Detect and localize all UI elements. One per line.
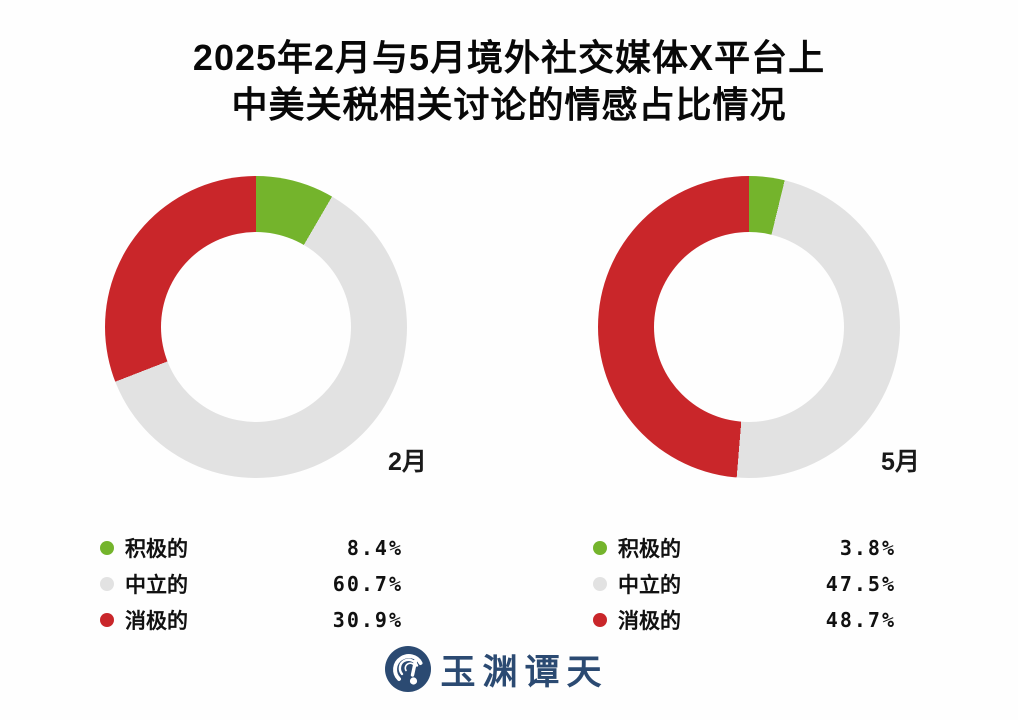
page-title: 2025年2月与5月境外社交媒体X平台上 中美关税相关讨论的情感占比情况	[0, 34, 1018, 128]
positive-dot-icon	[100, 541, 114, 555]
positive-dot-icon	[593, 541, 607, 555]
legend-value: 30.9%	[332, 608, 403, 632]
donut-chart-february: 2月 积极的 8.4% 中立的 60.7% 消极的 30.9%	[80, 160, 450, 650]
month-label-february: 2月	[388, 448, 427, 476]
legend-row-negative: 消极的 48.7%	[593, 602, 896, 638]
month-label-may: 5月	[881, 448, 920, 476]
legend-row-positive: 积极的 3.8%	[593, 530, 896, 566]
negative-dot-icon	[593, 613, 607, 627]
legend-row-negative: 消极的 30.9%	[100, 602, 403, 638]
legend-value: 3.8%	[839, 536, 896, 560]
donut-ring-february	[105, 176, 407, 478]
legend-row-positive: 积极的 8.4%	[100, 530, 403, 566]
legend-row-neutral: 中立的 60.7%	[100, 566, 403, 602]
legend-value: 48.7%	[825, 608, 896, 632]
legend-label: 消极的	[125, 610, 188, 633]
legend-label: 消极的	[618, 610, 681, 633]
legend-label: 中立的	[618, 574, 681, 597]
page-title-line2: 中美关税相关讨论的情感占比情况	[231, 84, 787, 125]
watermark: 玉渊谭天	[0, 640, 1006, 698]
watermark-brand-text: 玉渊谭天	[440, 651, 609, 693]
negative-dot-icon	[100, 613, 114, 627]
donut-chart-may: 5月 积极的 3.8% 中立的 47.5% 消极的 48.7%	[573, 160, 943, 650]
neutral-dot-icon	[100, 577, 114, 591]
page-title-line1: 2025年2月与5月境外社交媒体X平台上	[192, 37, 826, 78]
legend-value: 60.7%	[332, 572, 403, 596]
donut-hole	[654, 232, 844, 422]
legend-may: 积极的 3.8% 中立的 47.5% 消极的 48.7%	[593, 530, 896, 638]
legend-label: 积极的	[618, 538, 681, 561]
yuyuan-tantian-logo-icon	[385, 646, 432, 692]
legend-value: 8.4%	[346, 536, 403, 560]
donut-ring-may	[598, 176, 900, 478]
legend-label: 中立的	[125, 574, 188, 597]
legend-february: 积极的 8.4% 中立的 60.7% 消极的 30.9%	[100, 530, 403, 638]
legend-row-neutral: 中立的 47.5%	[593, 566, 896, 602]
neutral-dot-icon	[593, 577, 607, 591]
legend-label: 积极的	[125, 538, 188, 561]
donut-hole	[161, 232, 351, 422]
legend-value: 47.5%	[825, 572, 896, 596]
